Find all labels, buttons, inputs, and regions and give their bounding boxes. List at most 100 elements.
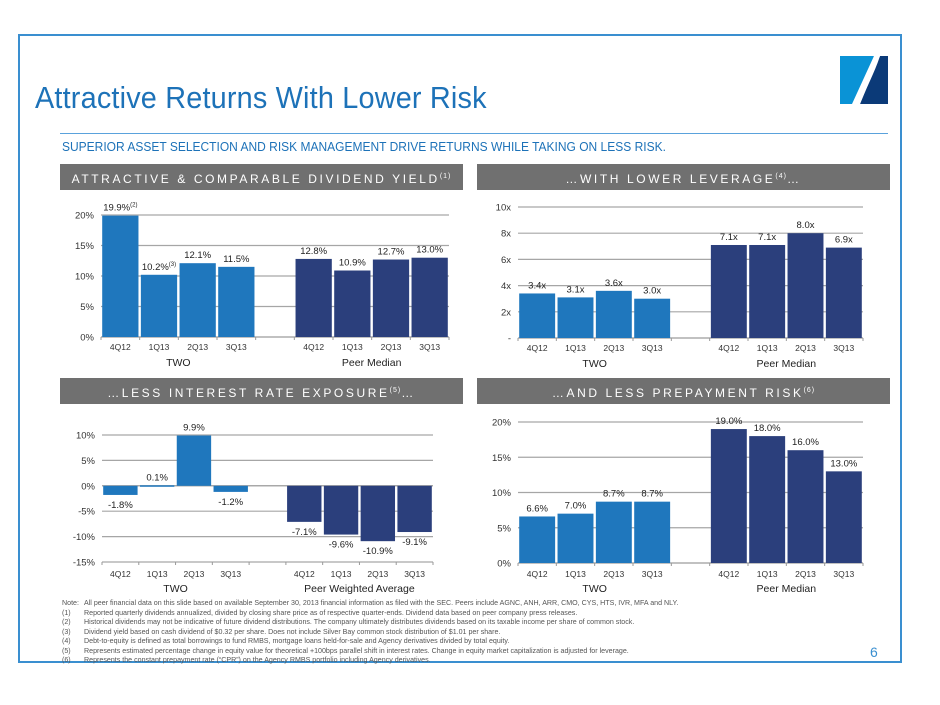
x-tick-label: 3Q13 (404, 569, 425, 579)
bar (710, 244, 747, 338)
x-tick-label: 4Q12 (527, 569, 548, 579)
data-label: 19.0% (715, 416, 742, 427)
x-tick-label: 3Q13 (226, 342, 247, 352)
bar (749, 244, 786, 338)
group-label: TWO (163, 583, 188, 595)
y-tick-label: 0% (497, 559, 511, 570)
x-tick-label: 4Q12 (527, 343, 548, 353)
data-label: 10.9% (339, 258, 366, 269)
data-label: -1.2% (218, 497, 243, 508)
slide-frame (18, 34, 902, 663)
footnote-text: Historical dividends may not be indicati… (84, 618, 635, 626)
data-label: -9.1% (402, 537, 427, 548)
chart-header-interest-rate: …LESS INTEREST RATE EXPOSURE(5)… (60, 378, 463, 404)
header-footnote: (4) (775, 173, 787, 180)
bar (825, 247, 862, 338)
group-label: Peer Weighted Average (304, 583, 415, 595)
footnote-text: Represents estimated percentage change i… (84, 646, 629, 655)
group-label: Peer Median (757, 583, 817, 595)
chart-header-leverage: …WITH LOWER LEVERAGE(4)… (477, 164, 890, 190)
header-suffix: … (401, 386, 416, 400)
y-tick-label: 10x (496, 203, 512, 214)
bar (218, 266, 255, 337)
data-label: 13.0% (416, 245, 443, 256)
y-tick-label: 5% (497, 523, 511, 534)
data-label: 8.7% (641, 489, 663, 500)
y-tick-label: 20% (75, 211, 95, 222)
bar (634, 501, 671, 563)
data-label: 16.0% (792, 437, 819, 448)
x-tick-label: 4Q12 (718, 343, 739, 353)
data-label: 3.4x (528, 280, 546, 291)
header-text: …LESS INTEREST RATE EXPOSURE (107, 386, 390, 400)
x-tick-label: 4Q12 (294, 569, 315, 579)
x-tick-label: 2Q13 (381, 342, 402, 352)
bar (287, 485, 322, 522)
data-label-footnote: (3) (169, 262, 176, 268)
page-number: 6 (870, 644, 878, 660)
x-tick-label: 1Q13 (342, 342, 363, 352)
bar (139, 485, 175, 487)
x-tick-label: 1Q13 (565, 569, 586, 579)
group-label: TWO (166, 357, 191, 369)
data-label: -9.6% (329, 540, 354, 551)
x-tick-label: 2Q13 (187, 342, 208, 352)
bar (295, 258, 332, 337)
footnote-text: Debt-to-equity is defined as total borro… (84, 637, 510, 645)
data-label: 11.5% (223, 254, 250, 265)
footnote-row: (2) Historical dividends may not be indic… (62, 618, 822, 628)
data-label: 13.0% (830, 458, 857, 469)
y-tick-label: 0% (80, 333, 94, 344)
bar (140, 274, 178, 337)
group-label: TWO (582, 358, 607, 370)
x-tick-label: 1Q13 (757, 343, 778, 353)
header-footnote: (5) (389, 387, 402, 394)
bar (787, 233, 824, 338)
bar (397, 485, 432, 533)
bar (634, 298, 671, 338)
bar (103, 485, 138, 495)
header-suffix: … (786, 172, 802, 186)
data-label: 12.8% (300, 246, 327, 257)
data-label: -7.1% (292, 527, 317, 538)
bar (323, 485, 359, 535)
x-tick-label: 4Q12 (110, 342, 131, 352)
footnote-row: (5) Represents estimated percentage chang… (62, 647, 822, 657)
bar (176, 435, 212, 486)
data-label: 3.1x (567, 284, 585, 295)
bar (360, 485, 396, 542)
x-tick-label: 4Q12 (110, 569, 131, 579)
y-tick-label: 10% (75, 272, 95, 283)
y-tick-label: 15% (492, 453, 512, 464)
footnote-key: (4) (62, 637, 71, 645)
bar (557, 513, 594, 563)
data-label: 18.0% (754, 423, 781, 434)
x-tick-label: 2Q13 (603, 569, 624, 579)
data-label: 6.9x (835, 235, 853, 246)
group-label: TWO (582, 583, 607, 595)
x-tick-label: 2Q13 (603, 343, 624, 353)
y-tick-label: 20% (492, 418, 512, 429)
footnote-key: (1) (62, 608, 71, 617)
bar (372, 259, 410, 337)
footnote-key: (2) (62, 618, 71, 626)
data-label: 12.7% (378, 247, 405, 258)
y-tick-label: 4x (501, 281, 511, 292)
x-tick-label: 2Q13 (795, 343, 816, 353)
y-tick-label: 5% (81, 456, 95, 467)
x-tick-label: 1Q13 (149, 342, 170, 352)
bar (334, 270, 371, 337)
footnote-key: (3) (62, 627, 71, 636)
header-text: …WITH LOWER LEVERAGE (565, 172, 776, 186)
data-label: 6.6% (526, 503, 548, 514)
data-label-footnote: (2) (130, 203, 137, 209)
footnote-row: (4) Debt-to-equity is defined as total bo… (62, 637, 822, 647)
data-label: 3.6x (605, 278, 623, 289)
x-tick-label: 1Q13 (757, 569, 778, 579)
footnotes: Note: All peer financial data on this sli… (62, 599, 822, 666)
x-tick-label: 2Q13 (367, 569, 388, 579)
x-tick-label: 3Q13 (642, 569, 663, 579)
